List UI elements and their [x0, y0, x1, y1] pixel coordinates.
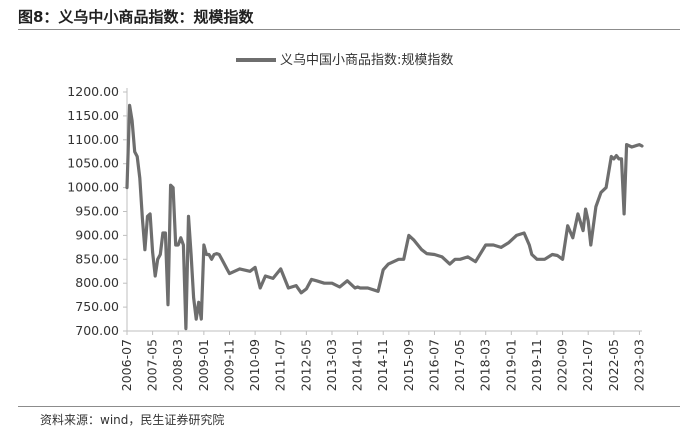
y-tick-label: 950.00	[75, 204, 119, 219]
x-tick-label: 2014-11	[375, 339, 390, 391]
x-tick-label: 2017-05	[452, 339, 467, 391]
figure-title: 图8：义乌中小商品指数：规模指数	[18, 8, 254, 26]
source-note: 资料来源：wind，民生证券研究院	[40, 413, 225, 427]
title-rule	[18, 29, 680, 30]
x-tick-label: 2015-09	[401, 339, 416, 391]
y-axis: 700.00 750.00 800.00 850.00 900.00 950.00 1000…	[67, 84, 128, 338]
y-tick-label: 1200.00	[67, 84, 119, 99]
x-tick-label: 2010-09	[247, 339, 262, 391]
source-rule	[18, 406, 680, 407]
x-tick-label: 2021-07	[580, 339, 595, 391]
y-tick-label: 1050.00	[67, 156, 119, 171]
x-tick-label: 2007-05	[145, 339, 160, 391]
y-tick-label: 900.00	[75, 227, 119, 242]
x-tick-label: 2013-03	[324, 339, 339, 391]
plot-area	[125, 103, 644, 331]
x-tick-label: 2014-01	[350, 339, 365, 391]
x-tick-label: 2022-05	[606, 339, 621, 391]
x-tick-label: 2011-07	[273, 339, 288, 391]
y-tick-label: 1000.00	[67, 180, 119, 195]
x-tick-label: 2020-09	[555, 339, 570, 391]
y-tick-label: 1100.00	[67, 132, 119, 147]
x-tick-label: 2019-11	[529, 339, 544, 391]
legend: 义乌中国小商品指数:规模指数	[236, 52, 453, 68]
legend-label: 义乌中国小商品指数:规模指数	[280, 52, 453, 68]
x-tick-label: 2019-01	[503, 339, 518, 391]
x-tick-label: 2006-07	[119, 339, 134, 391]
x-tick-label: 2018-03	[478, 339, 493, 391]
y-tick-label: 800.00	[75, 275, 119, 290]
x-tick-label: 2009-01	[196, 339, 211, 391]
x-tick-label: 2008-03	[170, 339, 185, 391]
y-tick-label: 700.00	[75, 323, 119, 338]
x-tick-label: 2023-03	[631, 339, 646, 391]
x-tick-label: 2012-05	[298, 339, 313, 391]
x-tick-label: 2016-07	[426, 339, 441, 391]
x-tick-label: 2009-11	[221, 339, 236, 391]
series-line	[125, 103, 644, 331]
y-tick-label: 1150.00	[67, 108, 119, 123]
y-tick-label: 750.00	[75, 299, 119, 314]
x-axis: 2006-07 2007-05 2008-03 2009-01 2009-11 2010-…	[119, 330, 646, 391]
y-tick-label: 850.00	[75, 251, 119, 266]
